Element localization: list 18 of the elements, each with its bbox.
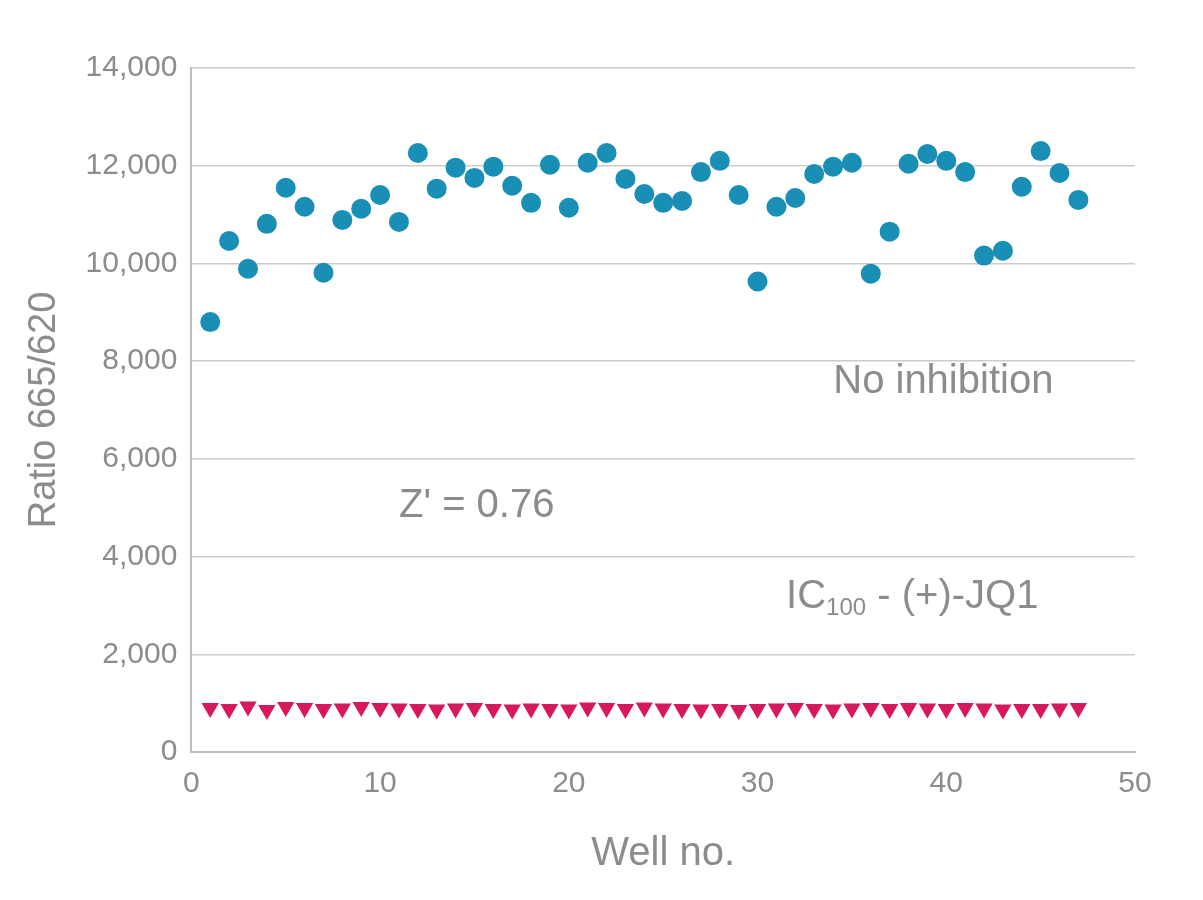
y-tick-label: 6,000 (102, 440, 178, 474)
y-tick-label: 2,000 (102, 635, 178, 669)
annotation: Z' = 0.76 (398, 480, 555, 525)
x-tick-label: 50 (1118, 765, 1152, 799)
y-tick-label: 12,000 (85, 146, 178, 180)
y-axis-title: Ratio 665/620 (21, 291, 64, 529)
x-axis-title: Well no. (591, 829, 736, 874)
y-tick-label: 8,000 (102, 342, 178, 376)
x-tick-label: 0 (183, 765, 200, 799)
y-tick-label: 0 (160, 733, 178, 767)
y-tick-label: 4,000 (102, 537, 178, 571)
y-tick-label: 10,000 (85, 244, 178, 278)
text: No inhibition (833, 357, 1054, 402)
x-tick-label: 20 (552, 765, 586, 799)
x-tick-label: 10 (363, 765, 397, 799)
y-tick-label: 14,000 (85, 49, 178, 83)
x-tick-label: 30 (740, 765, 775, 799)
x-tick-label: 40 (929, 765, 963, 799)
